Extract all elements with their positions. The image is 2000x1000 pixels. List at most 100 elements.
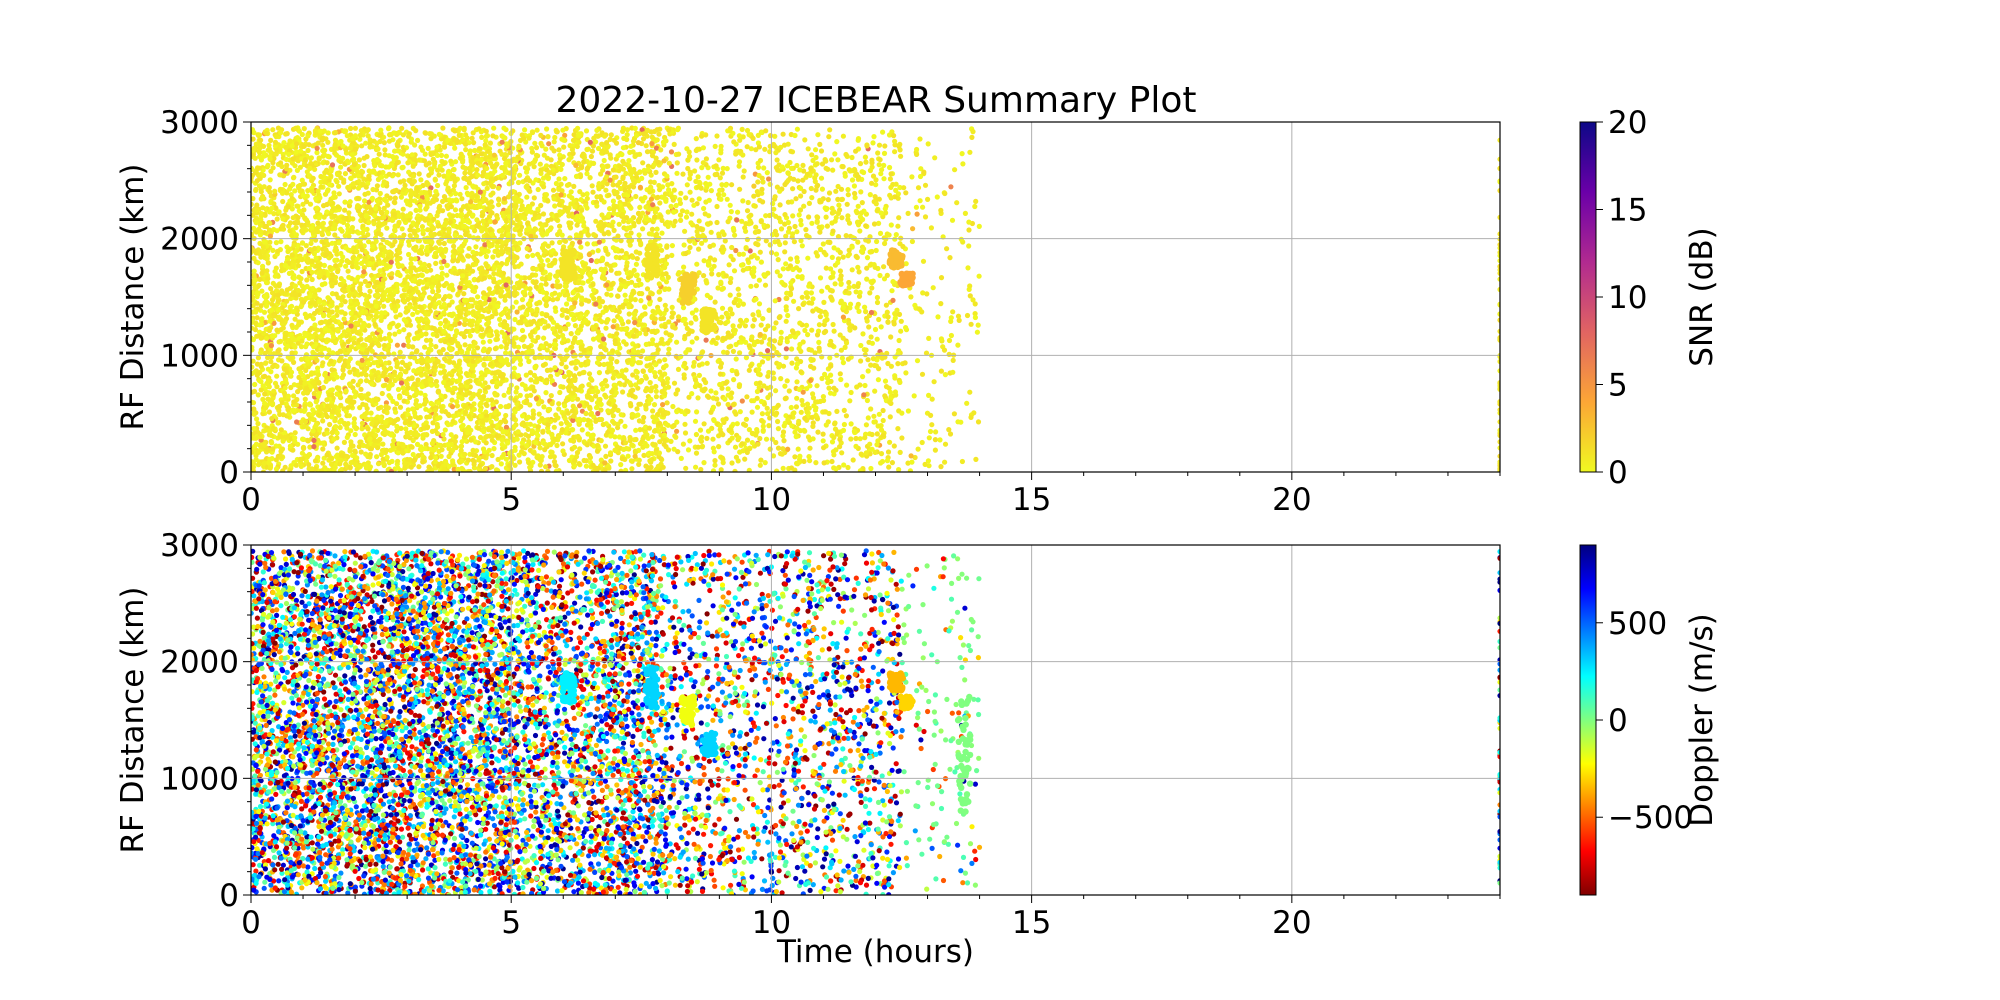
scatter-point [837, 444, 843, 450]
scatter-point [369, 375, 375, 381]
scatter-point [818, 148, 825, 154]
scatter-point [550, 297, 556, 303]
scatter-point [474, 217, 480, 223]
scatter-point [375, 461, 382, 467]
scatter-point [251, 165, 254, 171]
scatter-point [662, 357, 668, 363]
scatter-point [636, 461, 642, 467]
scatter-point [572, 444, 578, 450]
scatter-point [589, 183, 595, 189]
scatter-point [781, 142, 788, 148]
scatter-point [592, 316, 599, 322]
scatter-point [265, 355, 271, 361]
scatter-point [566, 296, 572, 302]
scatter-point [266, 384, 272, 390]
scatter-point [685, 165, 691, 172]
scatter-point [474, 345, 481, 351]
scatter-point [673, 202, 679, 209]
scatter-point [948, 332, 955, 339]
scatter-point [362, 191, 368, 197]
scatter-point [680, 441, 687, 447]
scatter-point [780, 131, 786, 137]
scatter-point [761, 333, 768, 339]
scatter-point [869, 431, 875, 438]
scatter-point [848, 436, 854, 442]
scatter-point [893, 232, 899, 238]
scatter-point [941, 347, 948, 353]
scatter-point [860, 374, 866, 380]
scatter-point [972, 311, 978, 317]
scatter-point [776, 364, 782, 370]
scatter-point [462, 170, 468, 176]
scatter-point [615, 373, 622, 379]
scatter-point [942, 372, 949, 378]
scatter-point [583, 410, 589, 417]
scatter-point [636, 277, 642, 283]
scatter-point [809, 327, 815, 333]
scatter-point [928, 225, 935, 231]
scatter-point [726, 262, 732, 268]
scatter-point [656, 358, 663, 364]
scatter-point [965, 265, 971, 271]
scatter-point [701, 377, 707, 383]
scatter-point [451, 243, 457, 249]
scatter-point [948, 184, 954, 190]
scatter-point [634, 374, 640, 380]
scatter-point [396, 329, 402, 335]
scatter-point [300, 288, 306, 294]
scatter-point [428, 342, 434, 348]
scatter-point [554, 278, 561, 284]
scatter-point [845, 464, 851, 471]
scatter-point [538, 202, 544, 209]
scatter-point [694, 157, 700, 163]
scatter-point [441, 436, 447, 442]
scatter-point [972, 314, 979, 321]
scatter-point [255, 392, 261, 398]
scatter-point [412, 256, 418, 262]
scatter-point [803, 322, 810, 328]
scatter-point [751, 193, 757, 199]
scatter-point [917, 198, 923, 204]
scatter-point [410, 311, 416, 317]
scatter-point [530, 216, 537, 222]
scatter-point [816, 322, 823, 328]
scatter-point [795, 274, 801, 280]
scatter-point [654, 226, 660, 232]
scatter-point [758, 322, 764, 328]
scatter-point [605, 163, 611, 169]
scatter-point [830, 321, 836, 328]
scatter-point [729, 182, 735, 188]
scatter-point [484, 185, 490, 191]
scatter-point [258, 189, 264, 195]
scatter-point [862, 382, 868, 389]
scatter-point [736, 159, 743, 165]
scatter-point [668, 332, 675, 339]
scatter-point [540, 211, 547, 217]
scatter-point [959, 458, 966, 465]
scatter-point [753, 224, 759, 230]
scatter-point [635, 140, 642, 146]
scatter-point [892, 375, 898, 381]
scatter-point [430, 288, 436, 295]
scatter-point [564, 182, 571, 188]
scatter-point [602, 392, 608, 398]
scatter-point [821, 460, 827, 466]
scatter-point [714, 203, 720, 210]
scatter-point [577, 172, 584, 178]
scatter-point [805, 434, 812, 440]
scatter-point [453, 159, 459, 165]
scatter-point [684, 209, 690, 215]
scatter-point [453, 434, 459, 440]
scatter-point [738, 262, 745, 268]
scatter-point [915, 446, 921, 452]
scatter-point [345, 268, 351, 274]
scatter-point [367, 288, 373, 294]
scatter-point [334, 308, 340, 314]
scatter-point [299, 450, 305, 456]
scatter-point [493, 176, 499, 182]
scatter-point [367, 451, 373, 458]
scatter-point [355, 195, 361, 201]
scatter-point [855, 301, 861, 307]
scatter-point [444, 262, 450, 268]
scatter-point [590, 336, 597, 342]
